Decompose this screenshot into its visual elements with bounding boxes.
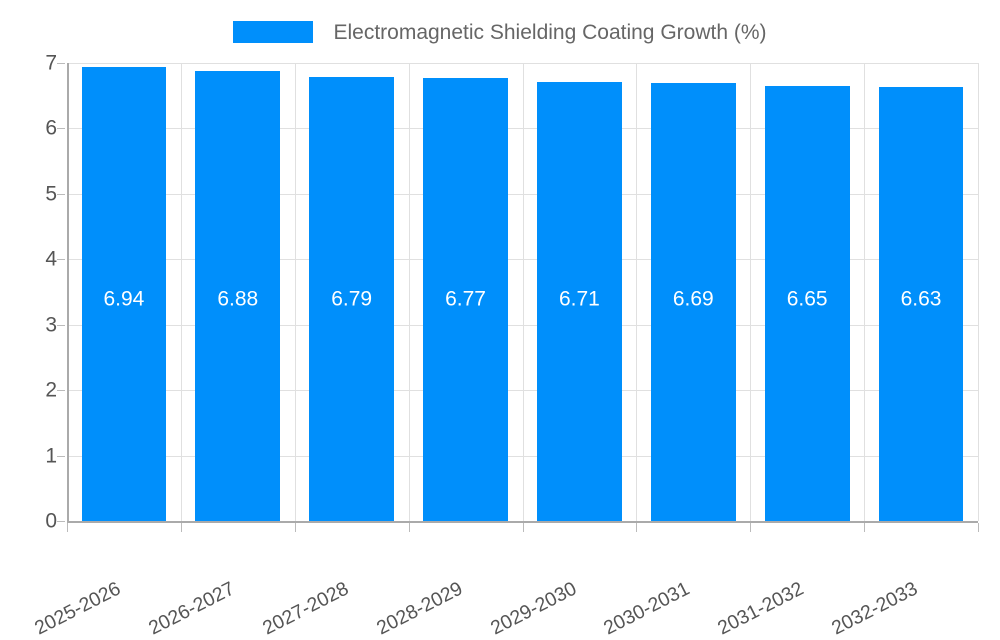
bar[interactable]	[650, 83, 736, 521]
y-axis-tick-labels: 0 1 2 3 4 5 6 7	[5, 0, 57, 600]
x-axis-tick-label: 2031-2032	[714, 577, 808, 640]
y-axis-tick-label: 6	[45, 116, 57, 140]
bar-value-label: 6.79	[331, 287, 373, 311]
x-axis-tick-mark	[864, 523, 866, 532]
bar-value-label: 6.77	[445, 287, 486, 311]
x-axis-tick-label: 2030-2031	[600, 577, 694, 640]
x-axis-line	[67, 521, 978, 523]
x-axis-tick-mark	[636, 523, 638, 532]
bar-value-label: 6.69	[672, 287, 714, 311]
x-axis-tick-mark	[67, 523, 68, 532]
x-gridline	[636, 63, 638, 521]
bar-value-label: 6.65	[786, 287, 828, 311]
x-gridline	[294, 63, 296, 521]
y-axis-tick-mark	[57, 521, 65, 522]
legend-label-series-0[interactable]: Electromagnetic Shielding Coating Growth…	[333, 20, 767, 44]
bar-value-label: 6.94	[103, 287, 145, 311]
y-axis-tick-mark	[57, 455, 65, 457]
x-axis-tick-label: 2028-2029	[372, 577, 466, 640]
x-axis-tick-mark	[750, 523, 752, 532]
x-gridline	[180, 63, 182, 521]
y-axis-tick-mark	[57, 324, 65, 326]
x-axis-tick-mark	[180, 523, 182, 532]
x-axis-tick-label: 2027-2028	[258, 577, 352, 640]
y-axis-tick-label: 4	[45, 247, 57, 271]
y-axis-tick-mark	[57, 63, 65, 64]
bar-value-label: 6.63	[900, 287, 942, 311]
bar[interactable]	[764, 85, 850, 521]
y-axis-tick-mark	[57, 259, 65, 261]
y-axis-tick-mark	[57, 390, 65, 392]
x-axis-tick-mark	[978, 523, 979, 532]
x-gridline	[408, 63, 410, 521]
plot-area: 6.94 6.88 6.79 6.77 6.71 6.69 6.65 6.63	[67, 63, 979, 522]
y-axis-tick-label: 7	[45, 51, 57, 75]
legend-swatch-series-0[interactable]	[233, 21, 314, 43]
y-axis-tick-mark	[57, 193, 65, 195]
bar-value-label: 6.88	[217, 287, 259, 311]
x-gridline	[978, 63, 979, 521]
bar[interactable]	[537, 81, 622, 521]
bar[interactable]	[309, 76, 395, 521]
x-axis-tick-mark	[408, 523, 410, 532]
bar[interactable]	[878, 87, 964, 521]
y-axis-line	[67, 63, 69, 522]
bar[interactable]	[195, 70, 281, 521]
y-axis-tick-label: 0	[45, 509, 57, 533]
bar[interactable]	[81, 66, 167, 521]
chart-legend: Electromagnetic Shielding Coating Growth…	[0, 16, 1000, 48]
x-axis-tick-label: 2032-2033	[828, 577, 922, 640]
x-gridline	[750, 63, 752, 521]
x-axis-tick-mark	[522, 523, 524, 532]
x-gridline	[522, 63, 524, 521]
bar[interactable]	[423, 78, 508, 521]
x-axis-tick-label: 2026-2027	[145, 577, 239, 640]
x-axis-tick-mark	[294, 523, 296, 532]
y-axis-tick-label: 2	[45, 378, 57, 402]
bar-value-label: 6.71	[558, 287, 600, 311]
y-axis-tick-mark	[57, 128, 65, 130]
x-axis-tick-label: 2029-2030	[486, 577, 580, 640]
y-axis-tick-label: 5	[45, 182, 57, 206]
y-axis-tick-label: 1	[45, 444, 57, 468]
y-axis-tick-label: 3	[45, 313, 57, 337]
x-gridline	[864, 63, 866, 521]
